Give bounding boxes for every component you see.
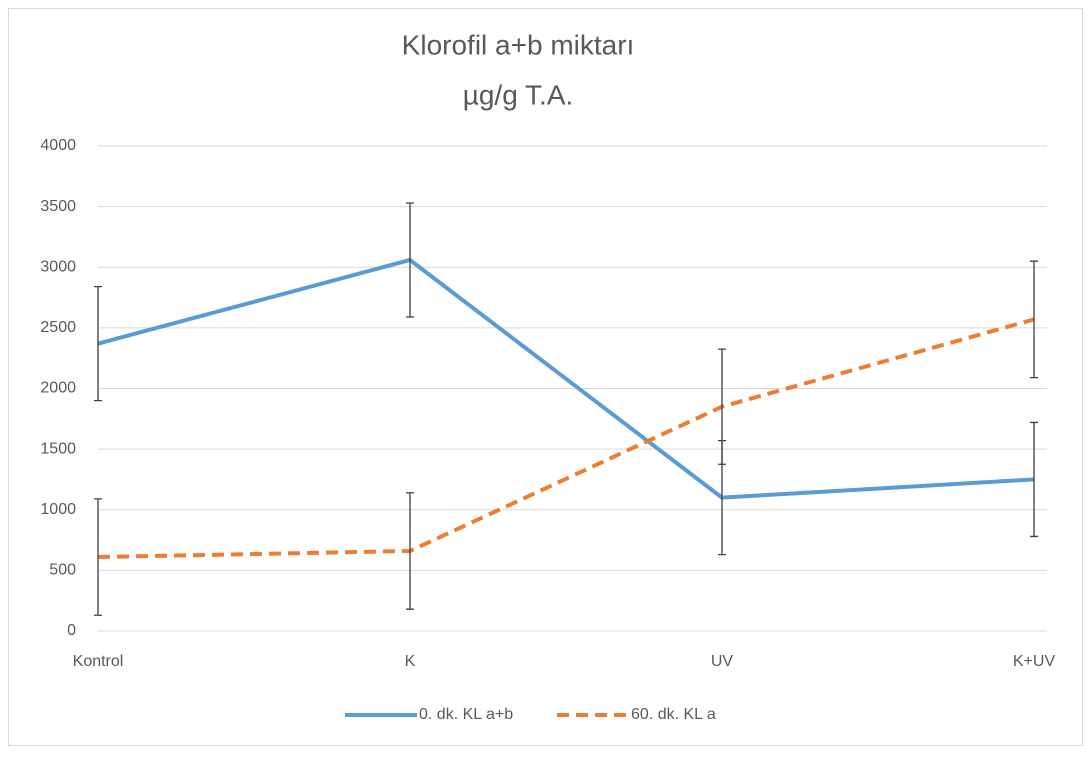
chart-title: µg/g T.A. bbox=[463, 79, 574, 110]
error-bar bbox=[94, 286, 102, 402]
legend-label: 60. dk. KL a bbox=[631, 706, 716, 723]
y-tick-label: 0 bbox=[67, 622, 76, 639]
chart-border bbox=[8, 8, 1083, 746]
legend-label: 0. dk. KL a+b bbox=[419, 706, 513, 723]
y-tick-label: 1500 bbox=[40, 440, 76, 457]
x-tick-label: K+UV bbox=[1013, 653, 1056, 670]
x-tick-label: UV bbox=[711, 653, 734, 670]
y-tick-label: 2000 bbox=[40, 380, 76, 397]
error-bar bbox=[406, 202, 414, 318]
y-tick-label: 4000 bbox=[40, 137, 76, 154]
y-tick-label: 2500 bbox=[40, 319, 76, 336]
y-tick-label: 1000 bbox=[40, 501, 76, 518]
error-bar bbox=[1030, 260, 1038, 379]
y-tick-label: 3000 bbox=[40, 258, 76, 275]
x-tick-label: Kontrol bbox=[73, 653, 124, 670]
y-tick-label: 3500 bbox=[40, 198, 76, 215]
error-bar bbox=[718, 348, 726, 465]
x-tick-label: K bbox=[405, 653, 416, 670]
series-line bbox=[97, 257, 1035, 500]
y-tick-label: 500 bbox=[49, 562, 76, 579]
series-line bbox=[97, 317, 1035, 560]
chart-title: Klorofil a+b miktarı bbox=[402, 29, 635, 60]
error-bar bbox=[406, 492, 414, 610]
error-bar bbox=[1030, 421, 1038, 538]
error-bar bbox=[94, 498, 102, 616]
